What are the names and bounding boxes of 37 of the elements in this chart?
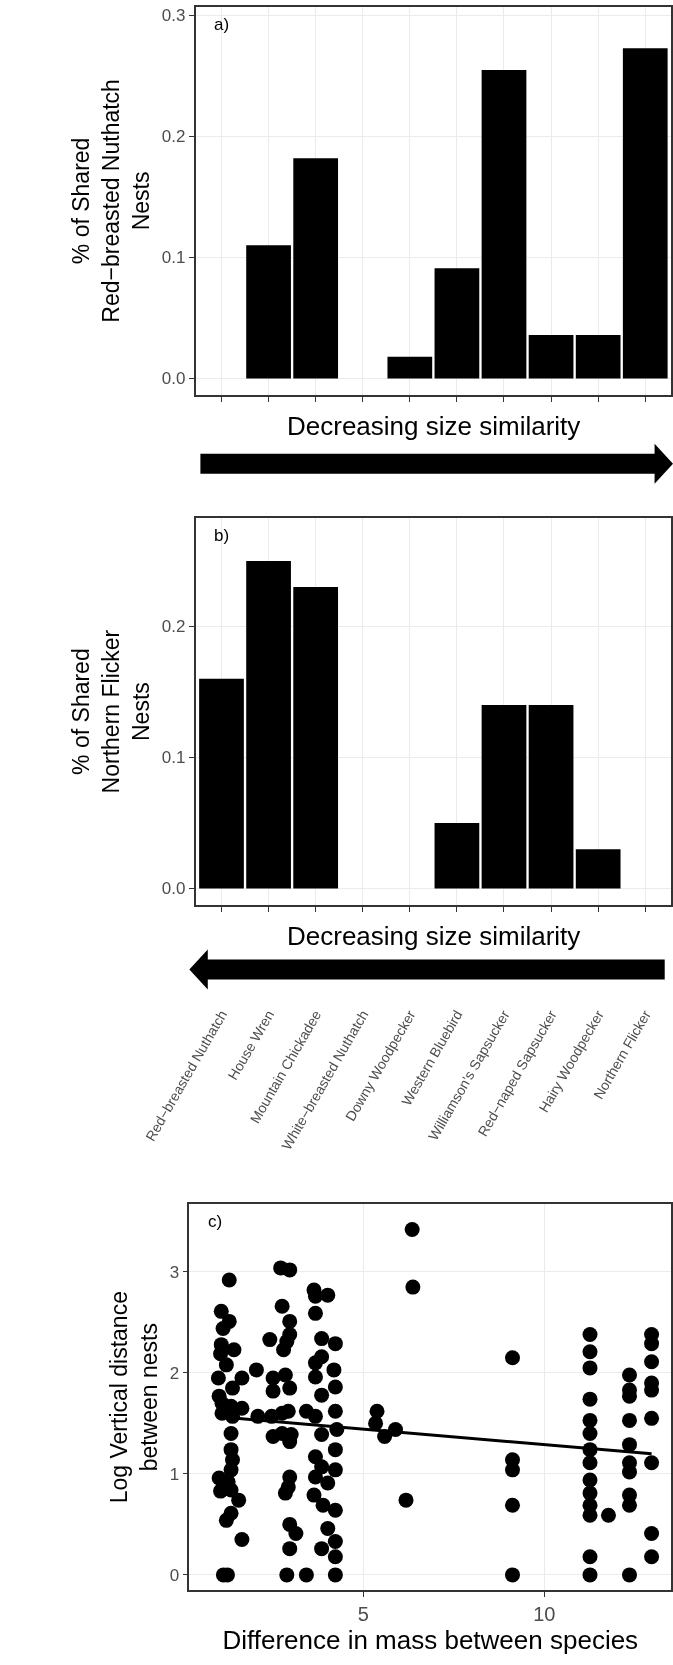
y-tick-label: 0.0 [161, 879, 186, 899]
bar [434, 268, 480, 379]
x-tick-label: 5 [357, 1602, 369, 1625]
bar [246, 560, 291, 889]
bar [575, 849, 621, 889]
bar [434, 822, 480, 889]
bar [246, 245, 291, 379]
x-axis-title: Decreasing size similarity [287, 411, 581, 441]
x-axis-title: Difference in mass between species [222, 1624, 639, 1655]
bar [575, 334, 621, 379]
bar [199, 678, 244, 889]
y-tick-label: 1 [169, 1464, 180, 1484]
annotation: c) [208, 1212, 223, 1231]
y-axis-title: Log Vertical distance between nests [105, 1291, 162, 1504]
bar [528, 705, 574, 889]
y-axis-title: % of Shared Red−breasted Nuthatch Nests [67, 79, 154, 323]
y-tick-label: 0.1 [161, 748, 186, 768]
bar [481, 69, 527, 379]
y-tick-label: 0.2 [161, 617, 186, 637]
annotation: a) [214, 15, 230, 34]
annotation: b) [214, 526, 230, 545]
bar [481, 705, 527, 889]
bar [622, 48, 668, 379]
bar [293, 158, 339, 379]
y-tick-label: 0.2 [161, 127, 186, 147]
bar [293, 587, 339, 889]
y-axis-title: % of Shared Northern Flicker Nests [67, 629, 154, 794]
y-tick-label: 2 [169, 1363, 180, 1383]
x-tick-label: 10 [533, 1602, 556, 1625]
y-tick-label: 3 [169, 1262, 180, 1282]
bar [528, 334, 574, 379]
y-tick-label: 0.0 [161, 369, 186, 389]
y-tick-label: 0.1 [161, 248, 186, 268]
y-tick-label: 0.3 [161, 6, 186, 26]
bar [387, 356, 433, 379]
y-tick-label: 0 [169, 1565, 180, 1585]
x-axis-title: Decreasing size similarity [287, 921, 581, 951]
